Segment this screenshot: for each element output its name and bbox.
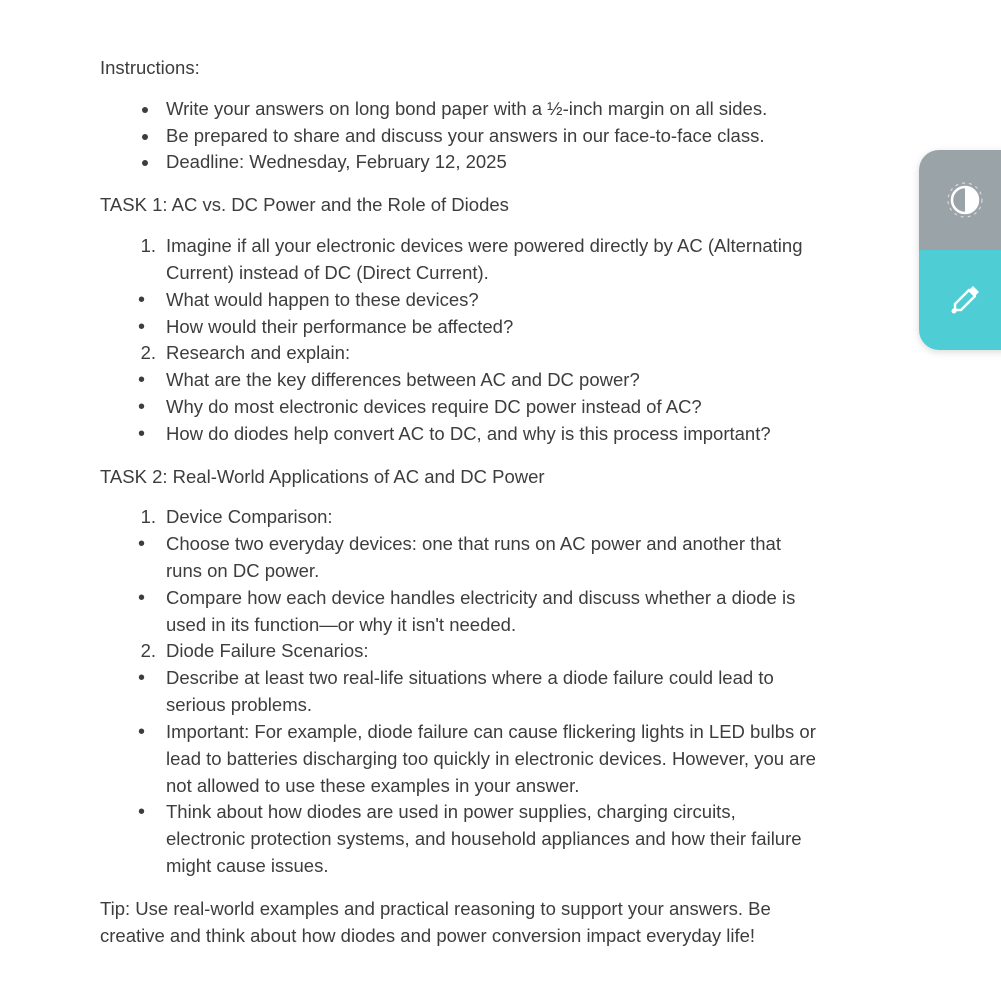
list-item: Imagine if all your electronic devices w… [160, 233, 820, 287]
list-item: Describe at least two real-life situatio… [160, 665, 820, 719]
list-item: Choose two everyday devices: one that ru… [160, 531, 820, 585]
list-item: Important: For example, diode failure ca… [160, 719, 820, 799]
list-item: What would happen to these devices? [160, 287, 820, 314]
eyedropper-icon [945, 280, 985, 320]
list-item: Why do most electronic devices require D… [160, 394, 820, 421]
list-item: How do diodes help convert AC to DC, and… [160, 421, 820, 448]
task1-title: TASK 1: AC vs. DC Power and the Role of … [100, 192, 820, 219]
accessibility-toolbar [919, 150, 1001, 350]
list-item: Be prepared to share and discuss your an… [160, 123, 820, 150]
instructions-heading: Instructions: [100, 55, 820, 82]
list-item: Write your answers on long bond paper wi… [160, 96, 820, 123]
list-item: Deadline: Wednesday, February 12, 2025 [160, 149, 820, 176]
list-item: Research and explain: [160, 340, 820, 367]
list-item: Device Comparison: [160, 504, 820, 531]
document-body: Instructions: Write your answers on long… [0, 0, 880, 989]
instructions-list: Write your answers on long bond paper wi… [100, 96, 820, 176]
task2-list: Device Comparison: Choose two everyday d… [100, 504, 820, 879]
list-item: How would their performance be affected? [160, 314, 820, 341]
list-item: What are the key differences between AC … [160, 367, 820, 394]
contrast-button[interactable] [919, 150, 1001, 250]
list-item: Compare how each device handles electric… [160, 585, 820, 639]
list-item: Think about how diodes are used in power… [160, 799, 820, 879]
task1-list: Imagine if all your electronic devices w… [100, 233, 820, 448]
task2-title: TASK 2: Real-World Applications of AC an… [100, 464, 820, 491]
list-item: Diode Failure Scenarios: [160, 638, 820, 665]
eyedropper-button[interactable] [919, 250, 1001, 350]
tip-text: Tip: Use real-world examples and practic… [100, 896, 820, 950]
contrast-icon [945, 180, 985, 220]
